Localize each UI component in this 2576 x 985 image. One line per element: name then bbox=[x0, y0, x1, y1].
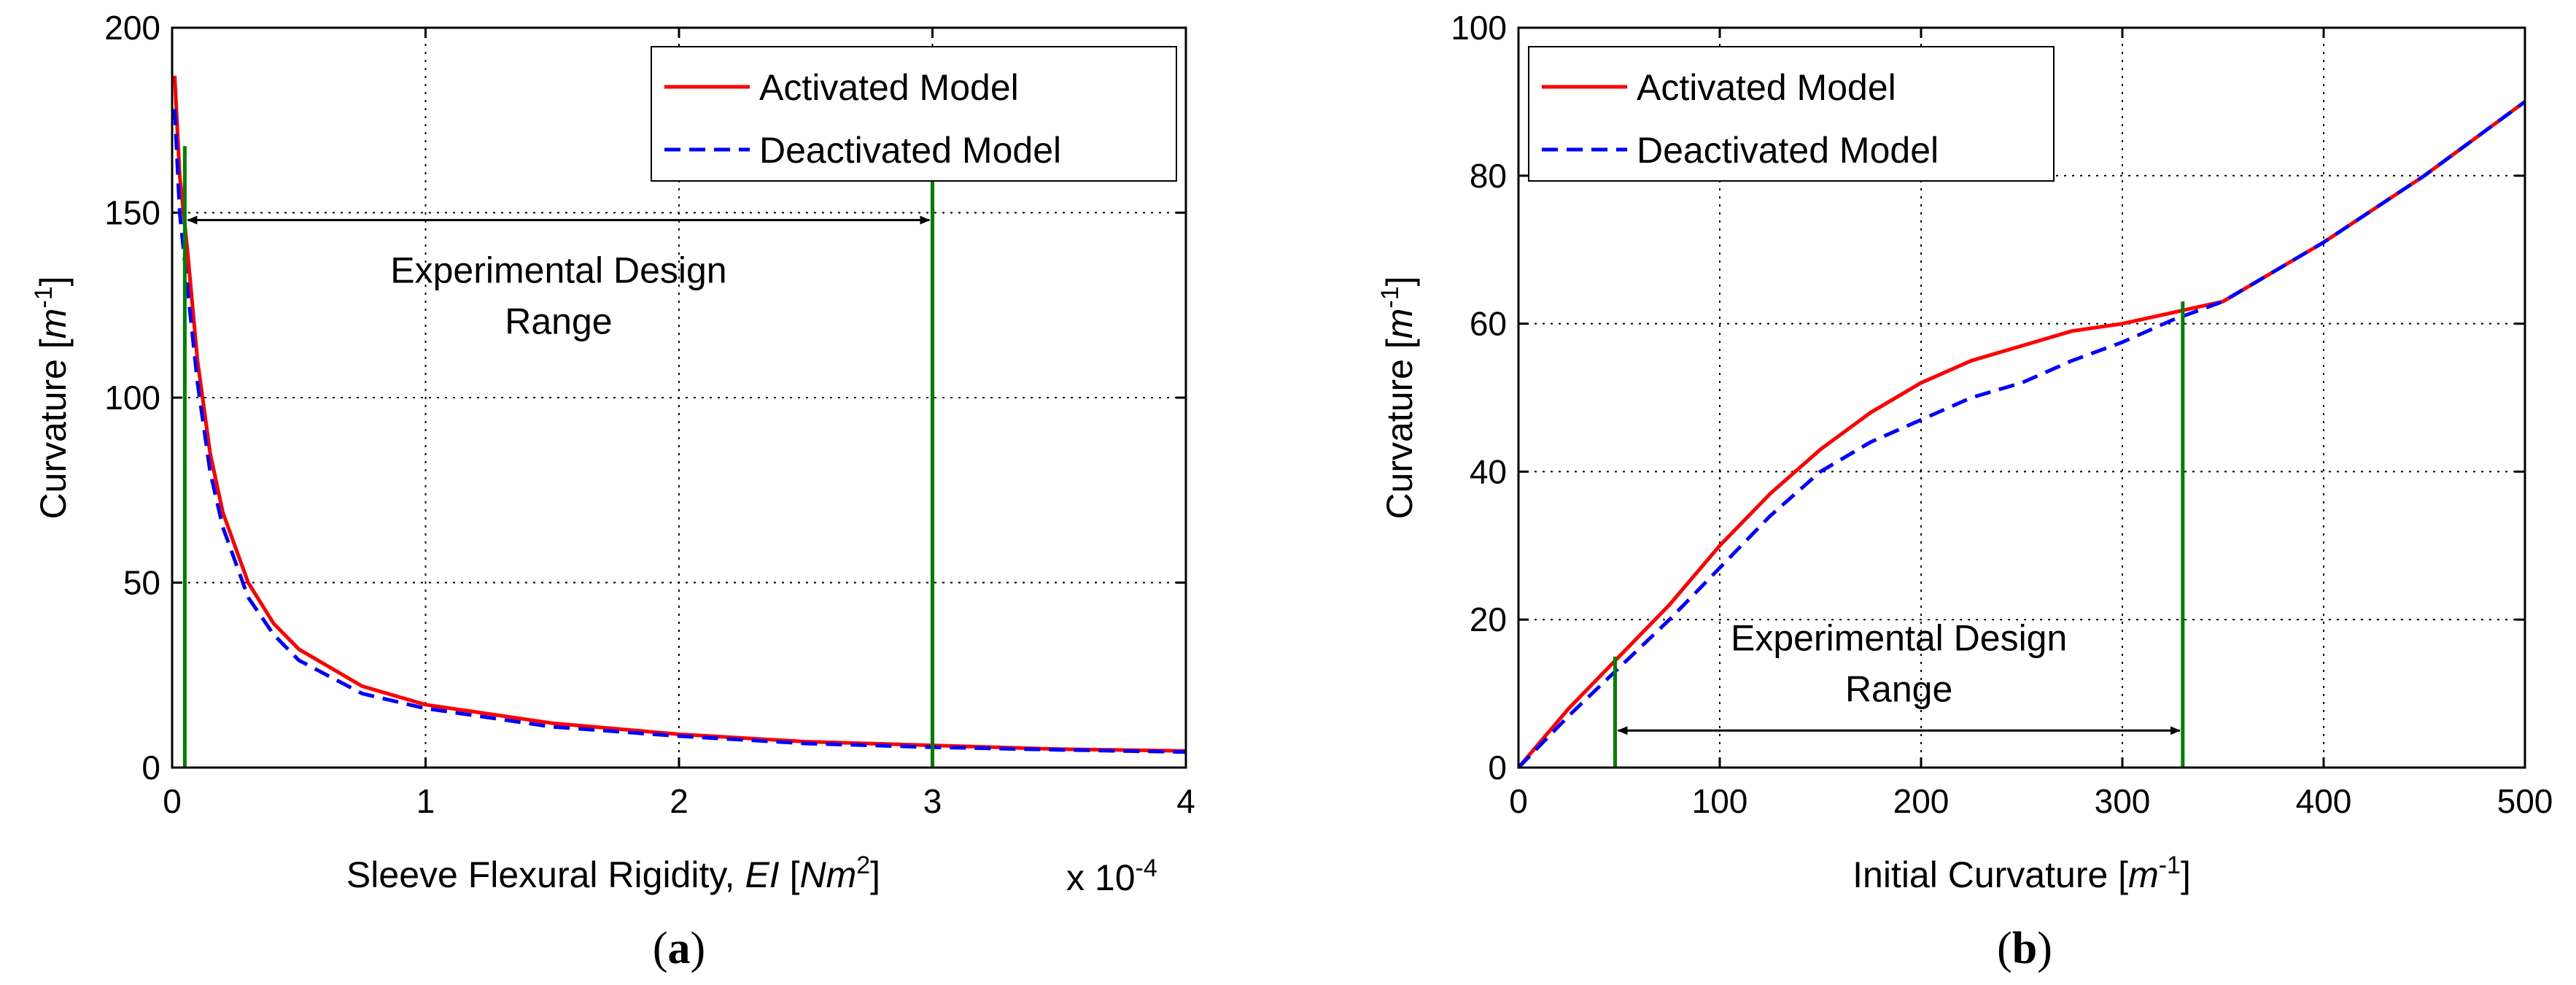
legend-label: Deactivated Model bbox=[759, 130, 1061, 171]
legend-label: Activated Model bbox=[759, 67, 1019, 108]
y-tick-label: 100 bbox=[1451, 9, 1507, 47]
y-axis-label: Curvature [m-1] bbox=[1376, 276, 1420, 519]
y-tick-label: 20 bbox=[1470, 600, 1507, 638]
x-tick-label: 100 bbox=[1692, 782, 1748, 820]
x-tick-label: 1 bbox=[416, 782, 435, 820]
x-axis-label: Sleeve Flexural Rigidity, EI [Nm2] bbox=[346, 851, 880, 895]
design-range-label-line2: Range bbox=[1845, 668, 1952, 709]
x-axis-multiplier: x 10-4 bbox=[1066, 854, 1157, 898]
legend-box bbox=[1528, 46, 2055, 182]
x-tick-label: 0 bbox=[163, 782, 182, 820]
x-tick-label: 4 bbox=[1176, 782, 1195, 820]
chart-a: 0 1 2 3 4 0 50 100 150 200 Experimental Design Rang… bbox=[30, 9, 1195, 973]
panel-label: (a) bbox=[653, 924, 705, 973]
x-tick-label: 500 bbox=[2497, 782, 2553, 820]
y-tick-label: 60 bbox=[1470, 305, 1507, 343]
x-tick-label: 400 bbox=[2296, 782, 2352, 820]
design-range-label-line1: Experimental Design bbox=[390, 250, 726, 291]
plot-frame bbox=[1517, 26, 2526, 769]
legend-box bbox=[651, 46, 1177, 182]
series-line-deactivated-model bbox=[173, 109, 1187, 754]
series-line-deactivated-model bbox=[1517, 100, 2526, 769]
x-tick-label: 3 bbox=[923, 782, 942, 820]
x-tick-label: 300 bbox=[2095, 782, 2151, 820]
y-tick-label: 100 bbox=[104, 379, 160, 417]
y-tick-label: 0 bbox=[1488, 749, 1507, 787]
design-range-label-line1: Experimental Design bbox=[1731, 617, 2067, 658]
legend-label: Activated Model bbox=[1637, 67, 1896, 108]
x-tick-label: 2 bbox=[670, 782, 688, 820]
x-axis-label: Initial Curvature [m-1] bbox=[1853, 851, 2191, 895]
plot-frame bbox=[171, 26, 1187, 769]
y-tick-label: 80 bbox=[1470, 157, 1507, 195]
design-range-label-line2: Range bbox=[505, 301, 612, 342]
y-tick-label: 50 bbox=[123, 564, 160, 602]
y-tick-label: 40 bbox=[1470, 452, 1507, 490]
x-tick-label: 200 bbox=[1893, 782, 1950, 820]
y-tick-label: 200 bbox=[104, 9, 160, 47]
y-tick-label: 150 bbox=[104, 194, 160, 232]
series-line-activated-model bbox=[173, 75, 1187, 753]
x-tick-label: 0 bbox=[1509, 782, 1528, 820]
legend-label: Deactivated Model bbox=[1637, 130, 1939, 171]
chart-b: 0 100 200 300 400 500 0 20 40 60 80 100 Experimental… bbox=[1376, 9, 2553, 973]
series-line-activated-model bbox=[1517, 100, 2526, 769]
panel-label: (b) bbox=[1997, 924, 2052, 973]
y-tick-label: 0 bbox=[141, 749, 160, 787]
y-axis-label: Curvature [m-1] bbox=[30, 276, 74, 519]
